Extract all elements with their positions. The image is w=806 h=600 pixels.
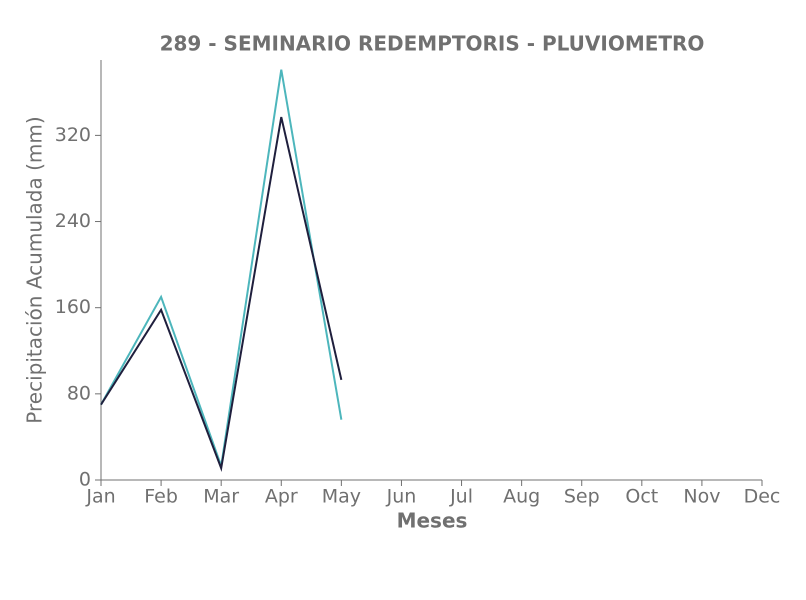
y-axis-label: Precipitación Acumulada (mm) <box>23 116 47 423</box>
x-tick-label: Jan <box>85 486 115 508</box>
y-tick-label: 0 <box>79 469 91 491</box>
chart-title: 289 - SEMINARIO REDEMPTORIS - PLUVIOMETR… <box>160 32 705 56</box>
x-tick-label: Jul <box>449 486 473 508</box>
x-tick-label: Mar <box>203 486 239 508</box>
x-axis-label: Meses <box>397 509 468 533</box>
series-line <box>100 69 343 467</box>
y-tick-label: 80 <box>67 382 91 404</box>
x-tick-label: Aug <box>503 486 540 508</box>
series-line <box>100 116 343 472</box>
x-tick-label: Dec <box>744 486 781 508</box>
x-tick-label: Oct <box>625 486 658 508</box>
y-tick-label: 160 <box>55 296 91 318</box>
y-tick-label: 240 <box>55 210 91 232</box>
x-tick-label: Jun <box>386 486 417 508</box>
x-tick-label: Nov <box>683 486 720 508</box>
x-tick-label: Feb <box>144 486 178 508</box>
x-tick-label: May <box>322 486 361 508</box>
x-tick-label: Apr <box>265 486 298 508</box>
x-tick-label: Sep <box>564 486 600 508</box>
y-tick-label: 320 <box>55 124 91 146</box>
